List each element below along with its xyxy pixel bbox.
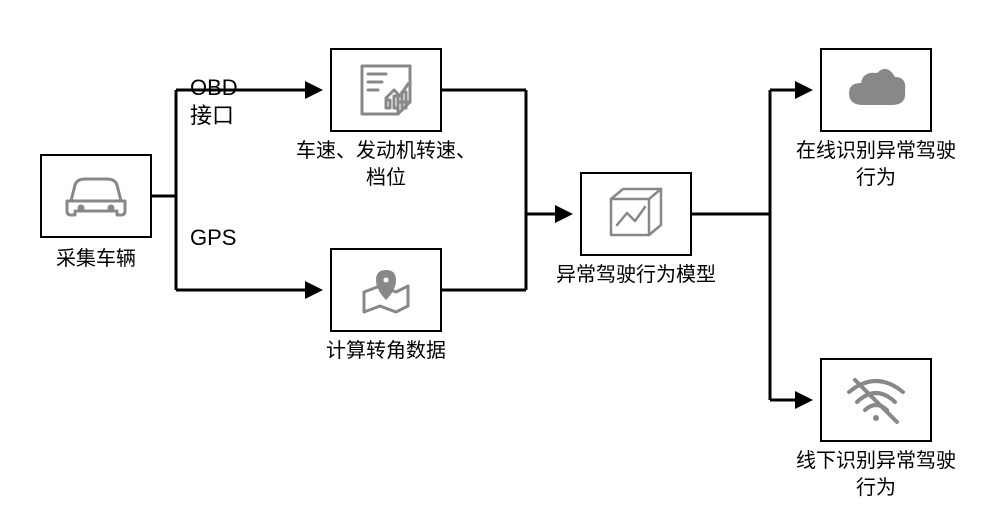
node-online (820, 48, 932, 132)
edge-label-gps: GPS (190, 224, 236, 252)
label-speed-data: 车速、发动机转速、 档位 (280, 138, 492, 192)
label-collect-vehicle: 采集车辆 (40, 246, 152, 273)
label-model: 异常驾驶行为模型 (548, 262, 724, 289)
label-turning-angle: 计算转角数据 (300, 338, 472, 365)
map-pin-icon (356, 262, 416, 318)
cloud-icon (841, 65, 911, 115)
edge-label-obd: OBD 接口 (190, 74, 238, 129)
label-offline: 线下识别异常驾驶 行为 (788, 448, 964, 502)
node-speed-data (330, 48, 442, 132)
node-offline (820, 358, 932, 442)
node-collect-vehicle (40, 154, 152, 238)
label-online: 在线识别异常驾驶 行为 (788, 138, 964, 192)
report-chart-icon (356, 62, 416, 118)
wifi-off-icon (843, 374, 909, 426)
car-icon (61, 171, 131, 221)
model-box-icon (605, 185, 667, 243)
node-turning-angle (330, 248, 442, 332)
node-model (580, 172, 692, 256)
